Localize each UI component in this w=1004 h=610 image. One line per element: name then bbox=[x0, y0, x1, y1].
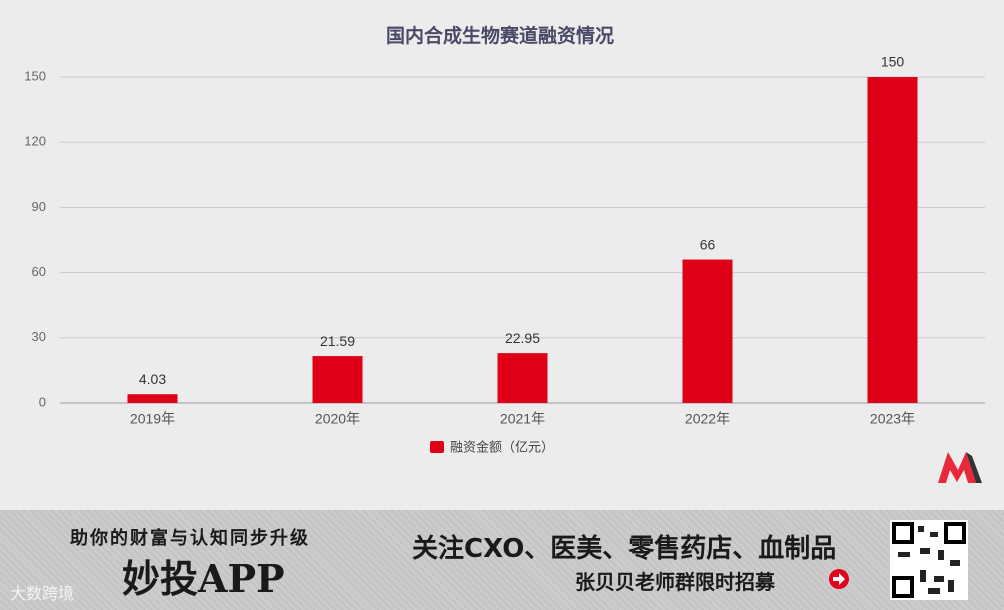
headline: 关注CXO、医美、零售药店、血制品 bbox=[412, 534, 837, 564]
banner: 助你的财富与认知同步升级 妙投APP 关注CXO、医美、零售药店、血制品 张贝贝… bbox=[0, 510, 1004, 610]
slogan: 助你的财富与认知同步升级 bbox=[70, 528, 310, 549]
chart: 国内合成生物赛道融资情况 0 30 60 90 120 150 2019年 2020年 2021… bbox=[24, 24, 985, 483]
app-name: 妙投APP bbox=[122, 556, 285, 601]
y-tick-label: 0 bbox=[39, 394, 46, 409]
x-tick-label: 2019年 bbox=[130, 411, 175, 427]
data-label: 22.95 bbox=[505, 330, 540, 346]
watermark: 大数跨境 bbox=[10, 584, 75, 603]
legend-swatch bbox=[430, 441, 444, 453]
arrow-icon bbox=[829, 569, 849, 589]
bar bbox=[127, 394, 178, 403]
data-label: 66 bbox=[700, 236, 716, 252]
bar bbox=[312, 356, 363, 403]
bar bbox=[867, 77, 918, 403]
x-tick-label: 2022年 bbox=[685, 411, 730, 427]
x-tick-label: 2021年 bbox=[500, 411, 545, 427]
data-label: 150 bbox=[881, 54, 905, 70]
y-tick-label: 120 bbox=[24, 134, 46, 149]
data-label: 21.59 bbox=[320, 333, 355, 349]
qr-code bbox=[890, 520, 968, 600]
logo bbox=[938, 452, 982, 483]
y-tick-label: 90 bbox=[32, 199, 46, 214]
chart-title: 国内合成生物赛道融资情况 bbox=[386, 24, 614, 47]
y-tick-label: 30 bbox=[32, 329, 46, 344]
legend-label: 融资金额（亿元） bbox=[450, 439, 554, 454]
y-tick-label: 150 bbox=[24, 68, 46, 83]
bar bbox=[497, 353, 548, 403]
x-tick-label: 2020年 bbox=[315, 411, 360, 427]
data-label: 4.03 bbox=[139, 371, 166, 387]
subline: 张贝贝老师群限时招募 bbox=[575, 570, 775, 594]
bar bbox=[682, 259, 733, 403]
y-tick-label: 60 bbox=[32, 264, 46, 279]
x-tick-label: 2023年 bbox=[870, 411, 915, 427]
